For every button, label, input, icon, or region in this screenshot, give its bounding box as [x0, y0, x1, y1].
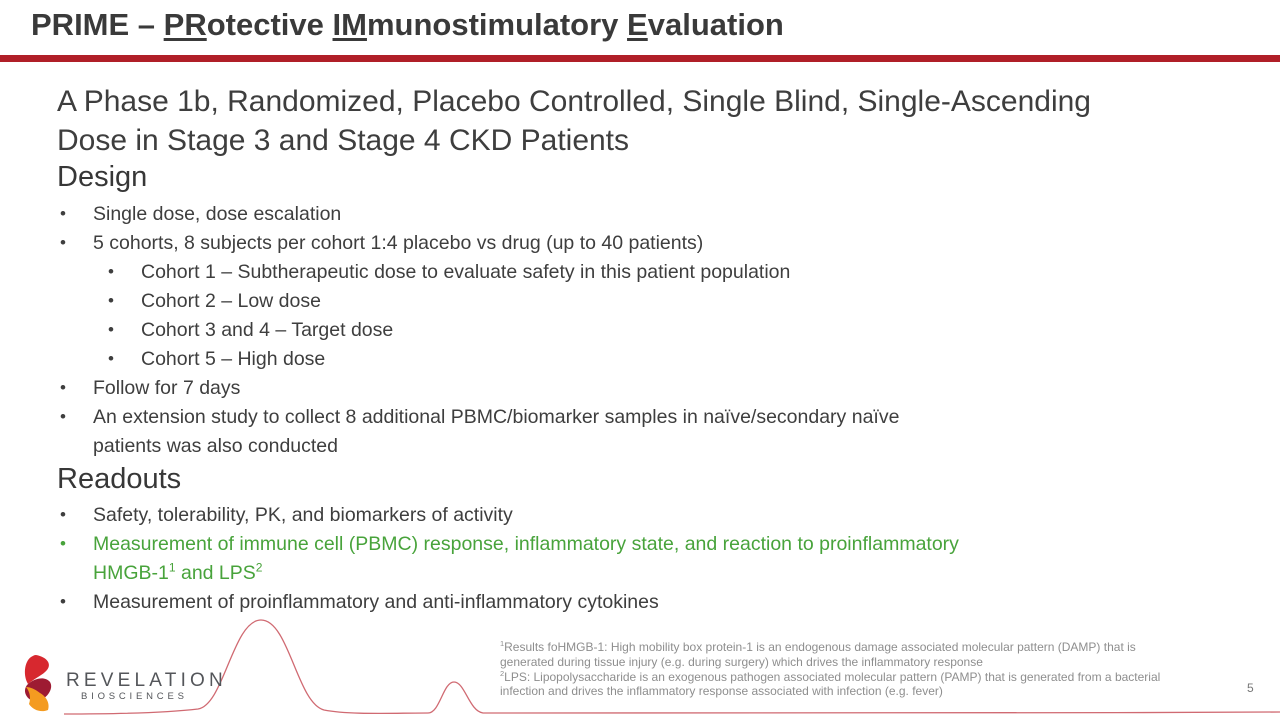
revelation-logo-icon	[24, 655, 52, 712]
bullet-icon: •	[108, 262, 114, 281]
list-item-text: Measurement of immune cell (PBMC) respon…	[93, 533, 959, 555]
list-item-text: Cohort 5 – High dose	[141, 348, 326, 370]
list-item: • Follow for 7 days	[57, 374, 1217, 403]
title-underlined-segment: IM	[332, 7, 367, 42]
title-underlined-segment: PR	[163, 7, 207, 42]
design-heading: Design	[57, 161, 148, 193]
list-item-text: Cohort 2 – Low dose	[141, 290, 321, 312]
superscript-marker: 2	[255, 560, 263, 575]
list-item: • An extension study to collect 8 additio…	[57, 403, 1217, 461]
list-item: • Single dose, dose escalation	[57, 200, 1217, 229]
list-item-sub: • Cohort 1 – Subtherapeutic dose to evalu…	[57, 258, 1217, 287]
logo-company-name: REVELATION	[66, 670, 227, 691]
title-segment: valuation	[647, 7, 784, 42]
subtitle-line: Dose in Stage 3 and Stage 4 CKD Patients	[57, 124, 630, 157]
footnote: 1Results foHMGB-1: High mobility box pro…	[500, 640, 1248, 670]
list-item-text: Measurement of proinflammatory and anti-…	[93, 591, 659, 613]
readouts-heading: Readouts	[57, 463, 182, 495]
bullet-icon: •	[60, 592, 66, 611]
title-underlined-segment: E	[627, 7, 648, 42]
footnote-text: generated during tissue injury (e.g. dur…	[500, 654, 983, 669]
list-item: • Safety, tolerability, PK, and biomarker…	[57, 501, 1217, 530]
page-number: 5	[1247, 681, 1254, 695]
list-item-text: Single dose, dose escalation	[93, 203, 342, 225]
list-item: • 5 cohorts, 8 subjects per cohort 1:4 pl…	[57, 229, 1217, 258]
footnote: 2LPS: Lipopolysaccharide is an exogenous…	[500, 668, 1248, 700]
slide-subtitle: A Phase 1b, Randomized, Placebo Controll…	[57, 82, 1091, 160]
title-segment: munostimulatory	[366, 7, 628, 42]
subtitle-line: A Phase 1b, Randomized, Placebo Controll…	[57, 85, 1091, 118]
bullet-icon: •	[108, 291, 114, 310]
superscript-marker: 2	[500, 668, 505, 678]
title-segment: otective	[206, 7, 333, 42]
title-segment: PRIME –	[31, 7, 164, 42]
superscript-marker: 1	[500, 639, 505, 648]
logo-tagline: BIOSCIENCES	[81, 691, 188, 702]
list-item-text: Cohort 3 and 4 – Target dose	[141, 319, 394, 341]
superscript-marker: 1	[168, 560, 176, 575]
footnote-text: infection and drives the inflammatory re…	[500, 684, 943, 699]
bullet-icon: •	[60, 378, 66, 397]
bullet-icon: •	[60, 505, 66, 524]
list-item-text: and LPS	[175, 562, 256, 584]
list-item-text: An extension study to collect 8 addition…	[93, 406, 900, 428]
readouts-list: • Safety, tolerability, PK, and biomarker…	[57, 501, 1217, 617]
bullet-icon: •	[60, 407, 66, 426]
bullet-icon: •	[108, 320, 114, 339]
design-list: • Single dose, dose escalation • 5 cohorts…	[57, 200, 1217, 461]
list-item-highlighted: • Measurement of immune cell (PBMC) respo…	[57, 530, 1217, 588]
title-divider-rule	[0, 55, 1280, 62]
list-item-text: HMGB-1	[93, 562, 169, 584]
list-item-text: Safety, tolerability, PK, and biomarkers…	[93, 504, 513, 526]
list-item-sub: • Cohort 5 – High dose	[57, 345, 1217, 374]
list-item-text: Cohort 1 – Subtherapeutic dose to evalua…	[141, 261, 791, 283]
bullet-icon: •	[60, 534, 66, 553]
bullet-icon: •	[60, 233, 66, 252]
list-item-sub: • Cohort 3 and 4 – Target dose	[57, 316, 1217, 345]
list-item-text: patients was also conducted	[93, 435, 338, 457]
footnote-text: Results foHMGB-1: High mobility box prot…	[504, 640, 1136, 654]
footnote-text: LPS: Lipopolysaccharide is an exogenous …	[504, 669, 1161, 684]
list-item-text: 5 cohorts, 8 subjects per cohort 1:4 pla…	[93, 232, 704, 254]
footnotes: 1Results foHMGB-1: High mobility box pro…	[500, 640, 1248, 699]
list-item-sub: • Cohort 2 – Low dose	[57, 287, 1217, 316]
bullet-icon: •	[60, 204, 66, 223]
slide-title: PRIME – PRotective IMmunostimulatory Eva…	[31, 7, 784, 43]
bullet-icon: •	[108, 349, 114, 368]
list-item-text: Follow for 7 days	[93, 377, 241, 399]
list-item: • Measurement of proinflammatory and anti…	[57, 588, 1217, 617]
